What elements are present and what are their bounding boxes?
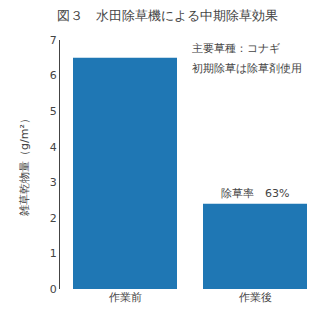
svg-text:雑草乾物量（g/m²）: 雑草乾物量（g/m²） xyxy=(18,113,31,216)
svg-text:7: 7 xyxy=(50,34,57,47)
svg-text:0: 0 xyxy=(50,283,57,296)
svg-text:5: 5 xyxy=(50,105,57,118)
svg-text:4: 4 xyxy=(50,141,57,154)
svg-text:3: 3 xyxy=(50,176,57,189)
svg-text:初期除草は除草剤使用: 初期除草は除草剤使用 xyxy=(192,62,302,75)
svg-text:2: 2 xyxy=(50,212,57,225)
svg-text:作業後: 作業後 xyxy=(238,291,272,304)
svg-text:除草率 63%: 除草率 63% xyxy=(221,187,289,200)
svg-text:図３ 水田除草機による中期除草効果: 図３ 水田除草機による中期除草効果 xyxy=(57,8,278,23)
svg-text:作業前: 作業前 xyxy=(108,291,142,304)
svg-text:主要草種：コナギ: 主要草種：コナギ xyxy=(192,42,280,55)
svg-text:6: 6 xyxy=(50,69,57,82)
svg-text:1: 1 xyxy=(50,247,57,260)
